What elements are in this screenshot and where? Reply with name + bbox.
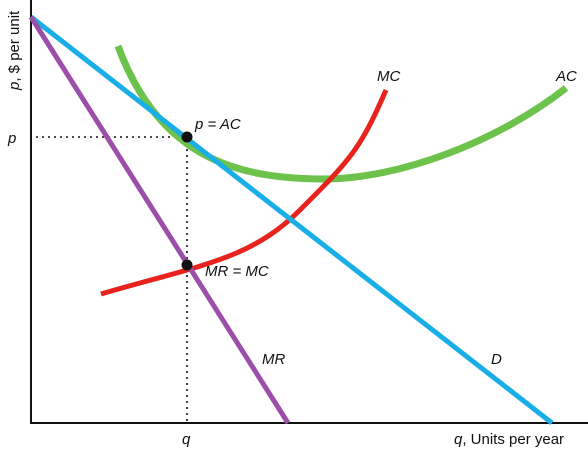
- q-tick-label: q: [182, 431, 191, 448]
- p-eq-ac-point: [181, 131, 193, 143]
- y-axis-label: p, $ per unit: [6, 10, 23, 91]
- p-tick-label: p: [7, 130, 16, 147]
- mc-label: MC: [377, 68, 400, 85]
- p-eq-ac-label: p = AC: [194, 116, 241, 133]
- ac-label: AC: [555, 68, 577, 85]
- demand-label: D: [491, 351, 502, 368]
- x-axis-label: q, Units per year: [454, 431, 564, 448]
- ac-curve: [114, 44, 569, 183]
- mr-eq-mc-point: [181, 259, 193, 271]
- demand-curve: [29, 15, 554, 425]
- mr-curve: [28, 15, 291, 425]
- mc-curve: [100, 89, 389, 297]
- mr-eq-mc-label: MR = MC: [205, 263, 269, 280]
- mr-label: MR: [262, 351, 285, 368]
